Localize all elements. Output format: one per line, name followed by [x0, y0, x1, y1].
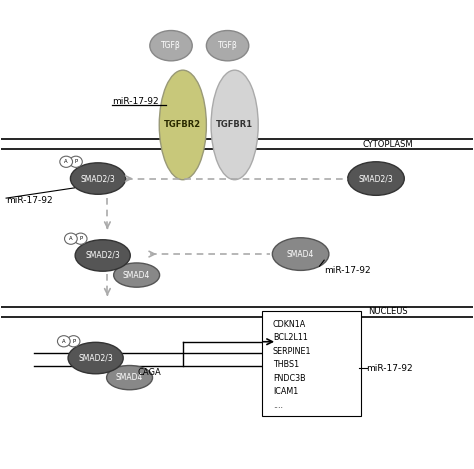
Text: TGFβ: TGFβ — [161, 41, 181, 50]
Ellipse shape — [75, 240, 130, 271]
Ellipse shape — [206, 30, 249, 61]
Ellipse shape — [67, 336, 80, 347]
Ellipse shape — [348, 162, 404, 195]
Text: CYTOPLASM: CYTOPLASM — [363, 140, 413, 149]
Text: A: A — [62, 339, 65, 344]
Ellipse shape — [74, 233, 87, 244]
Text: NUCLEUS: NUCLEUS — [368, 307, 408, 317]
Ellipse shape — [70, 156, 82, 167]
Ellipse shape — [114, 263, 160, 287]
Text: CDKN1A: CDKN1A — [273, 319, 306, 328]
Text: SMAD2/3: SMAD2/3 — [81, 174, 115, 183]
Text: P: P — [79, 236, 82, 241]
Text: TGFBR1: TGFBR1 — [216, 121, 253, 129]
Text: ICAM1: ICAM1 — [273, 387, 298, 396]
Text: P: P — [74, 159, 77, 164]
Text: ....: .... — [273, 401, 283, 409]
Text: TGFBR2: TGFBR2 — [164, 121, 201, 129]
Text: SMAD2/3: SMAD2/3 — [78, 354, 113, 363]
Ellipse shape — [150, 30, 192, 61]
Ellipse shape — [107, 365, 153, 390]
Text: THBS1: THBS1 — [273, 360, 299, 369]
FancyBboxPatch shape — [262, 311, 361, 416]
Ellipse shape — [273, 238, 329, 271]
Text: miR-17-92: miR-17-92 — [6, 197, 53, 205]
Text: A: A — [64, 159, 68, 164]
Text: SERPINE1: SERPINE1 — [273, 347, 311, 356]
Ellipse shape — [211, 70, 258, 180]
Text: P: P — [72, 339, 75, 344]
Text: TGFβ: TGFβ — [218, 41, 237, 50]
Text: A: A — [69, 236, 73, 241]
Text: SMAD2/3: SMAD2/3 — [359, 174, 393, 183]
Ellipse shape — [159, 70, 206, 180]
Text: SMAD2/3: SMAD2/3 — [85, 251, 120, 260]
Text: miR-17-92: miR-17-92 — [112, 97, 159, 106]
Ellipse shape — [60, 156, 73, 167]
Ellipse shape — [71, 163, 126, 194]
Ellipse shape — [57, 336, 70, 347]
Text: SMAD4: SMAD4 — [123, 271, 150, 280]
Text: SMAD4: SMAD4 — [116, 373, 143, 382]
Text: BCL2L11: BCL2L11 — [273, 333, 308, 342]
Text: miR-17-92: miR-17-92 — [324, 266, 371, 275]
Ellipse shape — [64, 233, 77, 244]
Ellipse shape — [68, 342, 123, 374]
Text: SMAD4: SMAD4 — [287, 250, 314, 258]
Text: CAGA: CAGA — [138, 368, 162, 377]
Text: miR-17-92: miR-17-92 — [366, 364, 413, 373]
Text: FNDC3B: FNDC3B — [273, 374, 305, 383]
